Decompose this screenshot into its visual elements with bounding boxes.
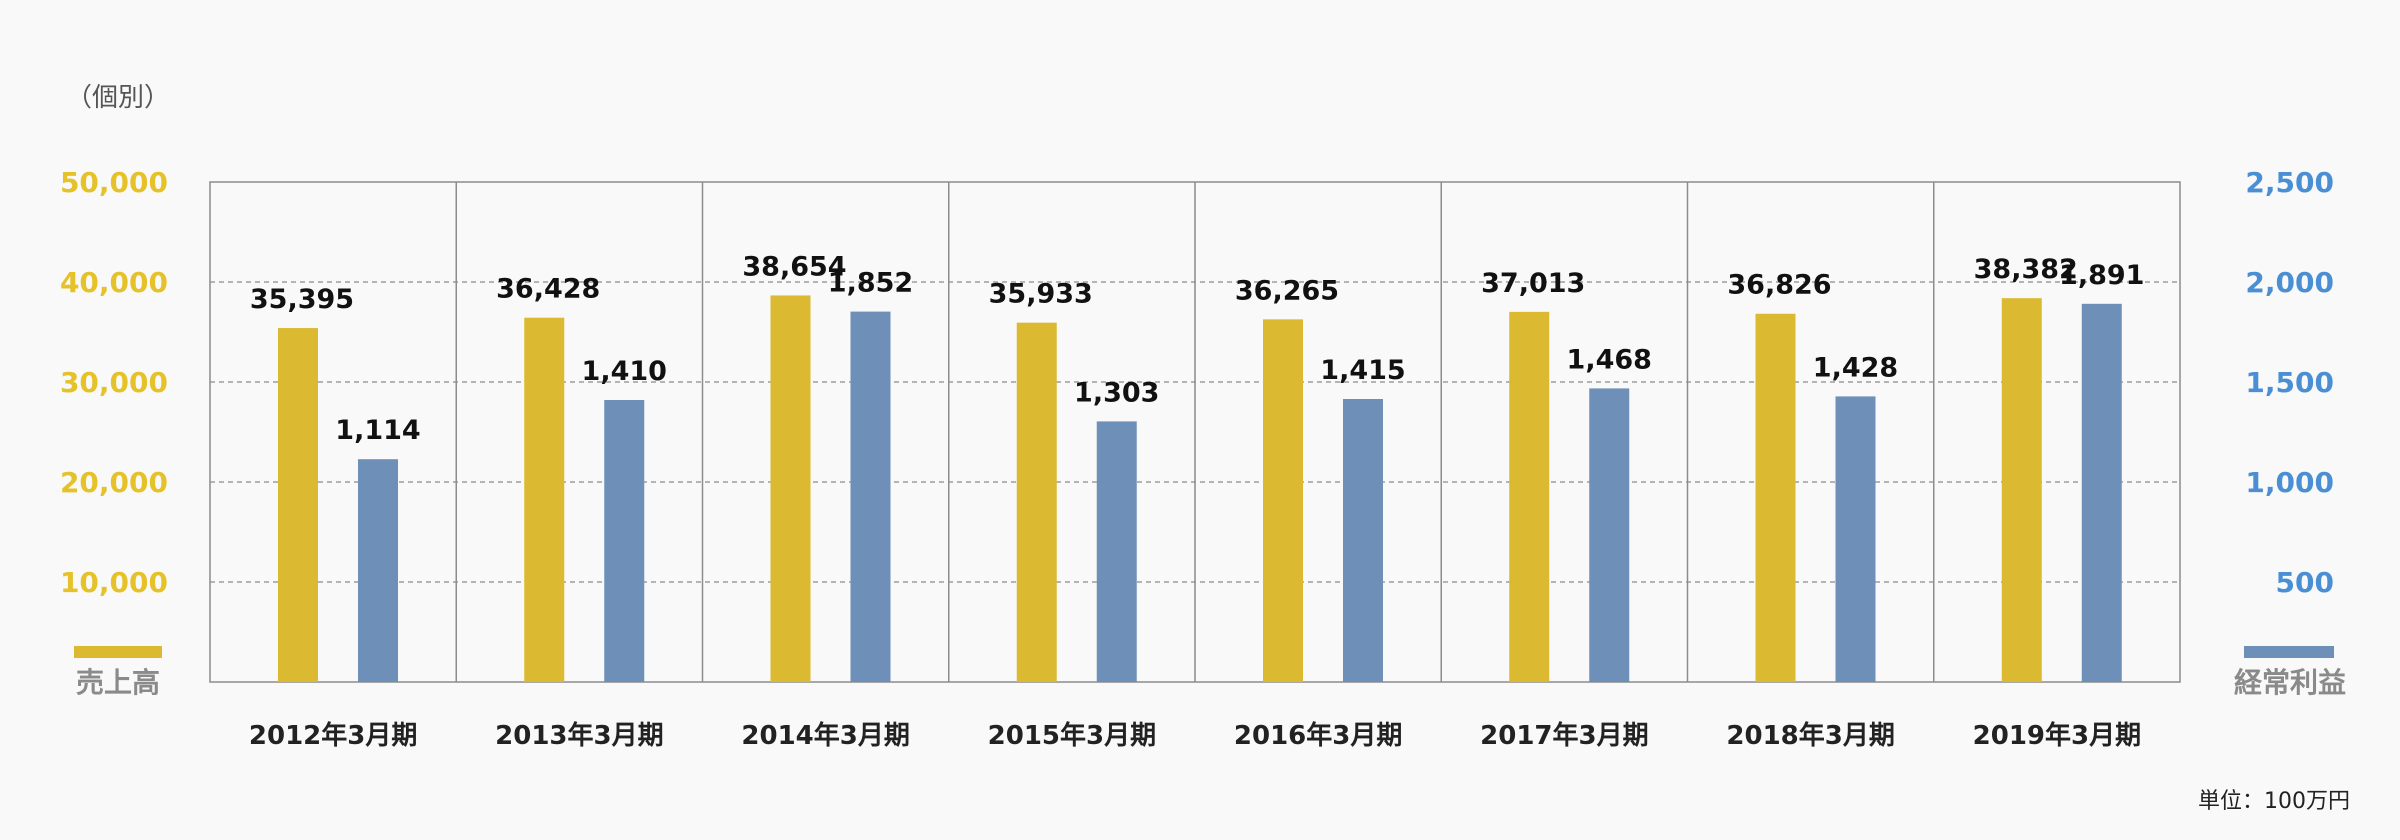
bar-profit (2081, 303, 2122, 682)
right-axis-tick-label: 1,500 (2245, 366, 2334, 399)
data-label-profit: 1,415 (1320, 355, 1405, 386)
category-label: 2018年3月期 (1726, 720, 1894, 751)
data-label-sales: 35,933 (989, 279, 1093, 310)
bar-profit (1589, 388, 1630, 682)
axis-ticks: 10,000 20,000 30,000 40,000 50,000 500 1,000 1,… (60, 166, 2334, 599)
right-axis-tick-label: 2,000 (2245, 266, 2334, 299)
right-axis-tick-label: 1,000 (2245, 466, 2334, 499)
unit-note: 単位：100万円 (2198, 789, 2350, 814)
data-label-profit: 1,410 (582, 356, 667, 387)
category-label: 2012年3月期 (249, 720, 417, 751)
right-axis-tick-label: 500 (2276, 566, 2334, 599)
bar-sales (1755, 313, 1796, 682)
data-label-profit: 1,468 (1567, 344, 1652, 375)
data-label-profit: 1,114 (335, 415, 420, 446)
bar-profit (1096, 421, 1137, 682)
category-label: 2013年3月期 (495, 720, 663, 751)
bar-sales (2001, 298, 2042, 682)
left-axis-tick-label: 10,000 (60, 566, 168, 599)
data-label-profit: 1,852 (828, 268, 913, 299)
category-labels: 2012年3月期 2013年3月期 2014年3月期 2015年3月期 2016年3月期… (249, 720, 2141, 751)
data-label-sales: 36,826 (1727, 270, 1831, 301)
data-label-profit: 1,891 (2059, 260, 2144, 291)
legend-sales-label: 売上高 (76, 666, 160, 699)
legend-profit-swatch (2244, 646, 2334, 658)
data-label-sales: 36,265 (1235, 275, 1339, 306)
right-axis-tick-label: 2,500 (2245, 166, 2334, 199)
data-label-sales: 35,395 (250, 284, 354, 315)
data-label-profit: 1,428 (1813, 352, 1898, 383)
legend-profit-label: 経常利益 (2234, 666, 2346, 699)
left-axis-tick-label: 40,000 (60, 266, 168, 299)
bar-sales (1263, 319, 1303, 682)
category-label: 2019年3月期 (1973, 720, 2141, 751)
bar-profit (358, 459, 398, 682)
left-axis-tick-label: 30,000 (60, 366, 168, 399)
bar-sales (770, 295, 811, 682)
data-label-sales: 36,428 (496, 274, 600, 305)
category-label: 2014年3月期 (741, 720, 909, 751)
legend-sales-swatch (74, 646, 162, 658)
bar-profit (1343, 399, 1383, 682)
bar-sales (1509, 311, 1550, 682)
category-label: 2015年3月期 (988, 720, 1156, 751)
data-label-profit: 1,303 (1074, 377, 1159, 408)
grid-lines (209, 181, 2181, 683)
data-label-sales: 38,382 (1974, 254, 2078, 285)
data-label-sales: 38,654 (742, 251, 846, 282)
bar-group (278, 295, 2122, 682)
bar-sales (1016, 322, 1057, 682)
scope-note: （個別） (66, 83, 170, 113)
left-axis-tick-label: 50,000 (60, 166, 168, 199)
bar-profit (850, 311, 891, 682)
bar-profit (1835, 396, 1876, 682)
bar-sales (278, 328, 318, 682)
bar-profit (604, 400, 645, 682)
category-label: 2016年3月期 (1234, 720, 1402, 751)
bar-sales (524, 317, 565, 682)
data-label-sales: 37,013 (1481, 268, 1585, 299)
category-label: 2017年3月期 (1480, 720, 1648, 751)
left-axis-tick-label: 20,000 (60, 466, 168, 499)
